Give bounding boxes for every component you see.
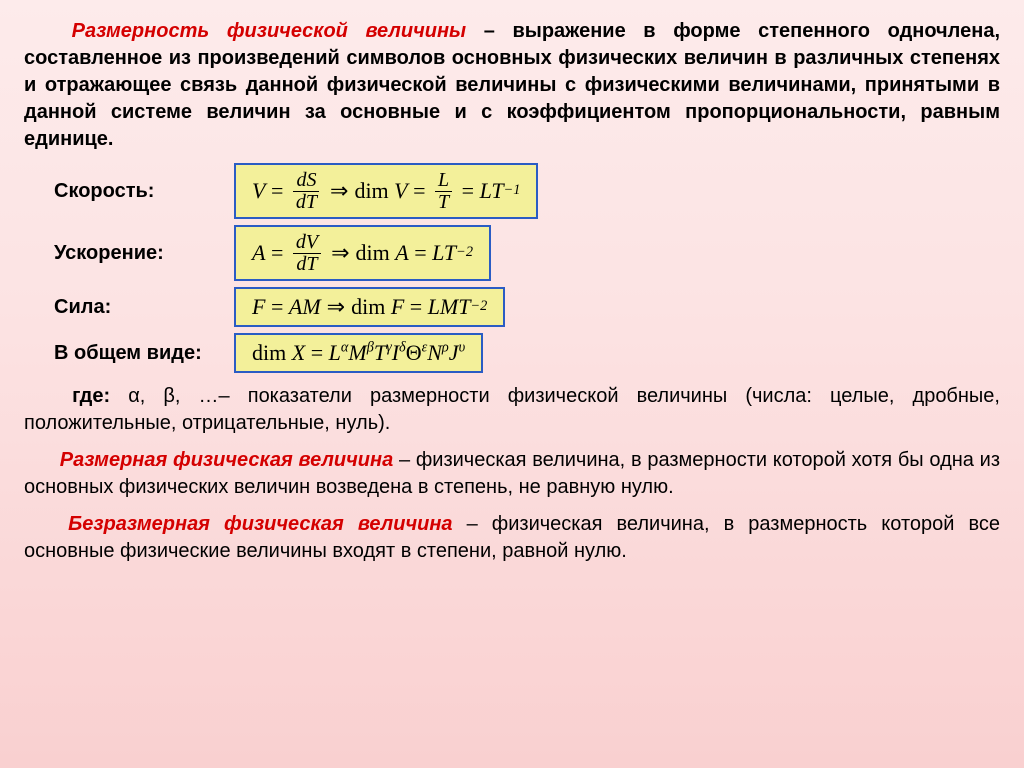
where-text: α, β, …– показатели размерности физическ… <box>24 385 1000 434</box>
where-paragraph: где: α, β, …– показатели размерности физ… <box>24 383 1000 437</box>
intro-paragraph: Размерность физической величины – выраже… <box>24 18 1000 153</box>
label-general: В общем виде: <box>24 340 234 367</box>
def-dimensionless-term: Безразмерная физическая величина <box>68 513 452 535</box>
label-acceleration: Ускорение: <box>24 240 234 267</box>
where-prefix: где: <box>72 385 110 407</box>
formula-velocity: V = dSdT ⇒ dim V = LT = LT−1 <box>234 163 538 219</box>
formula-general: dim X = LαMβTγIδΘεNρJυ <box>234 333 483 373</box>
def-dimensionless: Безразмерная физическая величина – физич… <box>24 511 1000 565</box>
intro-term: Размерность физической величины <box>72 20 467 42</box>
formulas-block: Скорость: V = dSdT ⇒ dim V = LT = LT−1 У… <box>24 163 1000 373</box>
formula-acceleration: A = dVdT ⇒ dim A = LT−2 <box>234 225 491 281</box>
formula-row-acceleration: Ускорение: A = dVdT ⇒ dim A = LT−2 <box>24 225 1000 281</box>
def-dimensional: Размерная физическая величина – физическ… <box>24 447 1000 501</box>
formula-row-force: Сила: F = AM ⇒ dim F = LMT−2 <box>24 287 1000 327</box>
label-force: Сила: <box>24 294 234 321</box>
formula-row-general: В общем виде: dim X = LαMβTγIδΘεNρJυ <box>24 333 1000 373</box>
label-velocity: Скорость: <box>24 178 234 205</box>
def-dimensional-term: Размерная физическая величина <box>60 449 393 471</box>
formula-force: F = AM ⇒ dim F = LMT−2 <box>234 287 505 327</box>
formula-row-velocity: Скорость: V = dSdT ⇒ dim V = LT = LT−1 <box>24 163 1000 219</box>
